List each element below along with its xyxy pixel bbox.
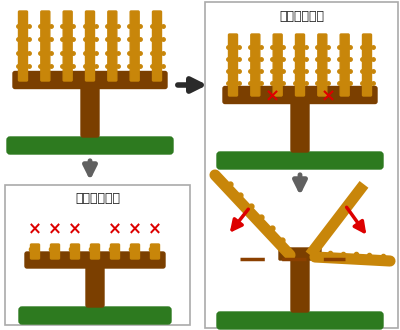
- Bar: [5, 185, 190, 325]
- Text: ×: ×: [148, 220, 162, 238]
- Text: ×: ×: [28, 220, 42, 238]
- FancyBboxPatch shape: [251, 34, 260, 96]
- Text: ×: ×: [108, 220, 122, 238]
- FancyBboxPatch shape: [30, 244, 40, 259]
- FancyBboxPatch shape: [19, 307, 171, 324]
- FancyBboxPatch shape: [7, 137, 173, 154]
- FancyBboxPatch shape: [86, 11, 94, 81]
- Text: 【短梗剪定】: 【短梗剪定】: [75, 192, 120, 206]
- FancyBboxPatch shape: [25, 252, 165, 268]
- Text: ×: ×: [68, 220, 82, 238]
- FancyBboxPatch shape: [110, 244, 120, 259]
- FancyBboxPatch shape: [63, 11, 72, 81]
- FancyBboxPatch shape: [86, 264, 104, 307]
- FancyBboxPatch shape: [152, 11, 162, 81]
- FancyBboxPatch shape: [70, 244, 80, 259]
- FancyBboxPatch shape: [273, 34, 282, 96]
- FancyBboxPatch shape: [318, 34, 327, 96]
- Text: ×: ×: [264, 87, 280, 105]
- FancyBboxPatch shape: [296, 34, 304, 96]
- FancyBboxPatch shape: [130, 244, 140, 259]
- FancyBboxPatch shape: [50, 244, 60, 259]
- Text: ×: ×: [128, 220, 142, 238]
- FancyBboxPatch shape: [90, 244, 100, 259]
- FancyBboxPatch shape: [217, 312, 383, 329]
- Bar: [205, 2, 398, 328]
- FancyBboxPatch shape: [217, 152, 383, 169]
- Text: ×: ×: [48, 220, 62, 238]
- FancyBboxPatch shape: [279, 248, 321, 260]
- FancyBboxPatch shape: [291, 99, 309, 152]
- FancyBboxPatch shape: [108, 11, 117, 81]
- FancyBboxPatch shape: [228, 34, 238, 96]
- FancyBboxPatch shape: [13, 72, 167, 88]
- FancyBboxPatch shape: [18, 11, 28, 81]
- FancyBboxPatch shape: [81, 84, 99, 137]
- FancyBboxPatch shape: [291, 253, 309, 312]
- FancyBboxPatch shape: [223, 86, 377, 104]
- FancyBboxPatch shape: [130, 11, 139, 81]
- FancyBboxPatch shape: [340, 34, 349, 96]
- FancyBboxPatch shape: [41, 11, 50, 81]
- FancyBboxPatch shape: [362, 34, 372, 96]
- FancyBboxPatch shape: [150, 244, 160, 259]
- Text: 【長梗剪定】: 【長梗剪定】: [279, 10, 324, 22]
- Text: ×: ×: [320, 87, 336, 105]
